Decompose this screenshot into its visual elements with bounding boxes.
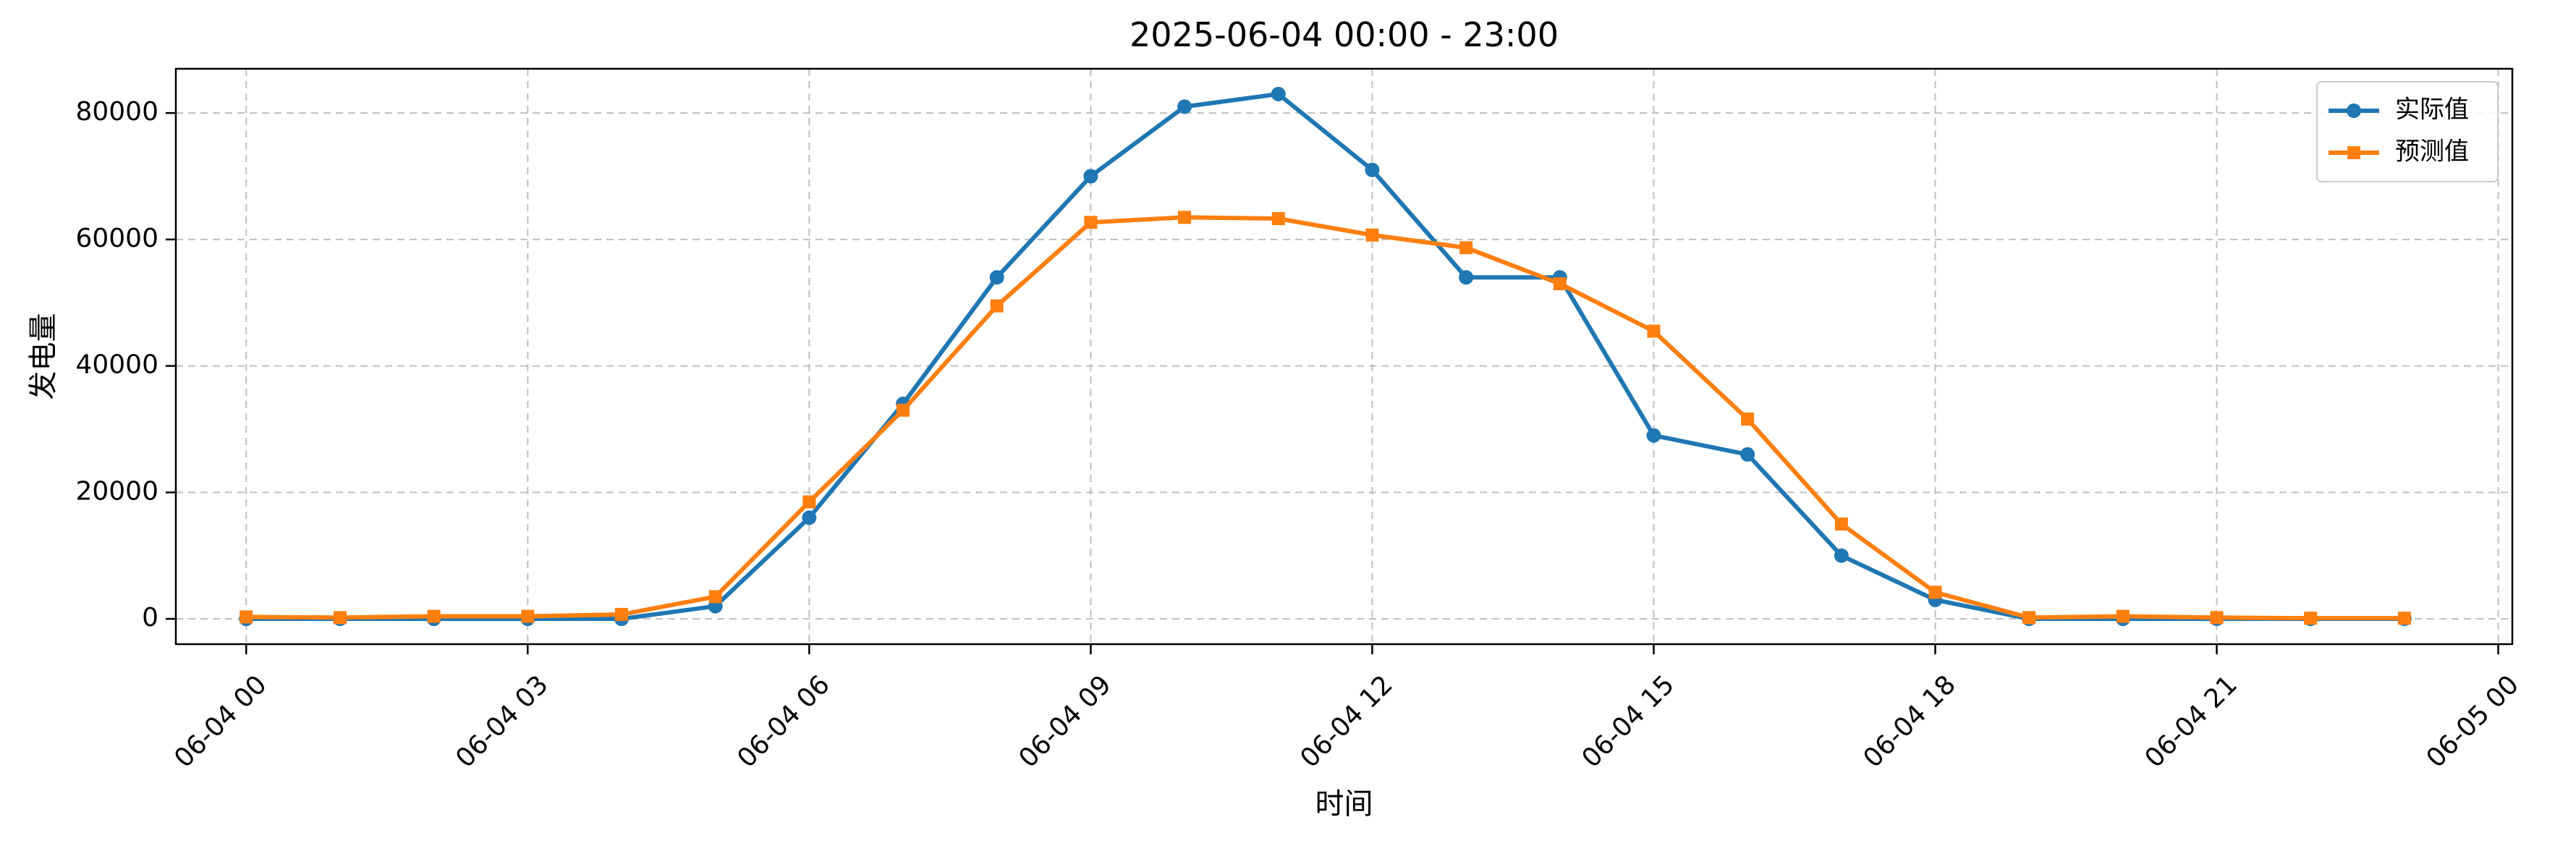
y-tick-label: 60000 [75,224,158,253]
series-layer [239,86,2412,627]
x-axis-title: 时间 [1315,787,1373,821]
data-point [240,610,253,624]
data-point [1459,241,1473,255]
data-point [1271,86,1286,101]
x-tick-label: 06-04 06 [732,669,835,773]
x-tick-label: 06-04 00 [169,669,272,773]
data-point [990,299,1004,313]
data-point [802,510,817,525]
legend-marker [2347,146,2360,159]
data-point [2116,609,2130,623]
y-tick-label: 80000 [75,97,158,127]
data-point [1083,169,1098,184]
grid-lines [176,69,2512,644]
legend-box [2316,81,2499,182]
data-point [1553,277,1567,291]
x-tick-label: 06-04 03 [450,669,554,773]
data-point [1740,447,1755,462]
legend-label: 预测值 [2395,138,2469,166]
data-point [427,609,441,623]
x-tick-label: 06-04 18 [1857,669,1961,773]
data-point [1834,548,1849,563]
data-point [333,611,347,625]
series-line [244,91,2407,622]
plot-frame [174,67,2514,646]
data-point [897,403,910,417]
data-point [1178,211,1192,224]
x-tick-label: 06-05 00 [2421,669,2525,773]
y-tick-label: 0 [142,603,158,633]
data-point [614,607,628,621]
data-point [1084,216,1098,229]
legend-item: 实际值 [2329,96,2469,124]
x-tick-label: 06-04 09 [1013,669,1117,773]
y-axis: 0 20000 40000 60000 80000 [75,97,176,633]
x-tick-label: 06-04 15 [1576,669,1679,773]
data-point [802,495,816,509]
data-point [1177,99,1192,114]
data-point [708,590,722,604]
data-point [1459,270,1474,285]
y-tick-label: 20000 [75,476,158,506]
data-point [989,270,1004,285]
data-point [2397,612,2411,625]
data-point [1646,428,1661,443]
data-point [2304,612,2318,625]
x-tick-label: 06-04 12 [1295,669,1398,773]
data-point [1365,162,1380,177]
data-point [1834,517,1848,531]
data-point [1928,586,1942,599]
x-axis: 06-04 00 06-04 03 06-04 06 06-04 09 06-04 12… [169,644,2525,774]
data-point [521,609,535,623]
y-axis-title: 发电量 [27,313,60,400]
series-line [244,215,2407,621]
legend-label: 实际值 [2395,96,2469,124]
data-point [2210,611,2224,625]
legend-marker [2347,103,2361,118]
y-tick-label: 40000 [75,350,158,380]
data-point [1365,228,1379,242]
data-point [2022,611,2036,625]
chart-title: 2025-06-04 00:00 - 23:00 [1130,15,1559,54]
data-point [1271,212,1285,226]
legend-item: 预测值 [2329,138,2469,166]
series-1 [239,86,2412,627]
data-point [1647,324,1661,338]
series-2 [240,211,2411,625]
x-tick-label: 06-04 21 [2140,669,2243,773]
data-point [1741,412,1755,426]
